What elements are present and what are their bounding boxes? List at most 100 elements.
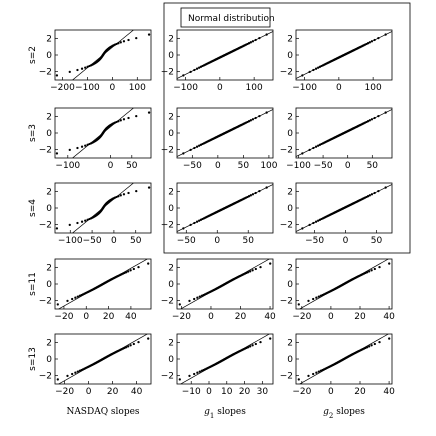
y-tick-label: 0 [46,51,52,61]
qq-point [193,297,196,301]
y-tick-label: 2 [168,34,174,44]
qq-point [71,297,74,301]
y-tick-label: −2 [280,297,293,307]
qq-point [249,41,252,44]
qq-point [56,378,59,381]
x-tick-label: 100 [365,83,382,93]
qq-point [251,344,254,347]
qq-point [377,36,380,40]
y-tick-label: 2 [287,338,293,348]
x-tick-label: 20 [354,387,366,397]
qq-panel-r3-c1: −2 0 2 −100 −50 0 50 [39,182,152,246]
qq-point [314,145,318,148]
x-tick-label: 0 [343,236,349,246]
qq-point [247,120,251,123]
x-tick-label: 0 [336,83,342,93]
qq-point [307,299,310,303]
legend-box [180,7,271,28]
qq-point [68,223,71,227]
x-tick-label: 50 [367,161,379,171]
x-tick-label: 50 [130,236,142,246]
x-tick-label: −20 [172,312,191,322]
qq-point [122,40,126,43]
y-tick-label: −2 [39,297,52,307]
y-tick-label: 2 [168,187,174,197]
x-tick-label: 0 [328,387,334,397]
x-tick-label: −100 [286,161,311,171]
qq-point [254,342,257,346]
qq-panel-r5-c2: −2 0 2 −10 0 10 20 30 [161,333,274,397]
qq-point [76,68,79,72]
qq-point [254,38,257,42]
y-tick-label: 2 [46,338,52,348]
qq-point [117,195,120,198]
legend-label: Normal distribution [188,14,275,24]
qq-point [189,148,192,152]
y-tick-label: 2 [287,263,293,273]
qq-point [188,374,191,378]
qq-point [198,370,201,373]
qq-point [247,195,251,198]
qq-point [314,67,318,70]
x-tick-label: −50 [183,161,202,171]
x-tick-label: 0 [86,387,92,397]
qq-point [66,299,69,303]
qq-point [373,267,376,271]
qq-point [265,186,268,189]
qq-point [198,295,201,298]
qq-point [308,223,311,227]
qq-panel-r1-c3: −2 0 2 −100 0 100 [280,29,393,93]
qq-point [122,193,126,196]
y-tick-label: 0 [46,355,52,365]
qq-point [269,262,272,265]
qq-point [66,374,69,378]
x-tick-label: 0 [83,312,89,322]
qq-point [56,303,59,306]
qq-point [198,144,201,147]
qq-point [373,116,376,120]
qq-point [312,372,315,376]
qq-point [68,148,71,152]
qq-point [368,41,371,44]
qq-point [117,42,120,45]
qq-point [55,152,59,155]
x-tick-label: −50 [305,236,324,246]
qq-point [258,114,261,118]
qq-point [76,370,79,373]
qq-point [317,144,320,147]
y-tick-label: −2 [161,221,174,231]
qq-point [384,33,387,36]
y-tick-label: 0 [168,51,174,61]
qq-point [129,269,132,272]
qq-point [315,371,318,374]
x-tick-label: 40 [131,387,143,397]
x-tick-label: −20 [55,387,74,397]
row-label: s=4 [28,199,38,217]
qq-point [68,70,71,74]
y-tick-label: −2 [161,372,174,382]
x-tick-label: 0 [214,236,220,246]
x-tick-label: −10 [182,387,201,397]
y-tick-label: 2 [46,34,52,44]
x-tick-label: 50 [126,161,138,171]
qq-point [249,345,252,348]
x-tick-label: 100 [129,83,146,93]
y-tick-label: −2 [39,372,52,382]
qq-point [384,111,387,114]
qq-point [127,38,130,42]
x-tick-label: 50 [242,236,254,246]
qq-point [388,262,391,265]
x-tick-label: 0 [206,387,212,397]
qq-point [193,372,196,376]
x-tick-label: 0 [109,83,115,93]
qq-point [366,346,369,349]
qq-point [178,378,181,381]
qq-point [196,371,199,374]
x-tick-label: −100 [58,236,83,246]
qq-point [189,223,192,227]
qq-point [147,33,151,36]
qq-point [259,340,262,344]
x-tick-label: 0 [328,312,334,322]
x-tick-label: −50 [314,161,333,171]
